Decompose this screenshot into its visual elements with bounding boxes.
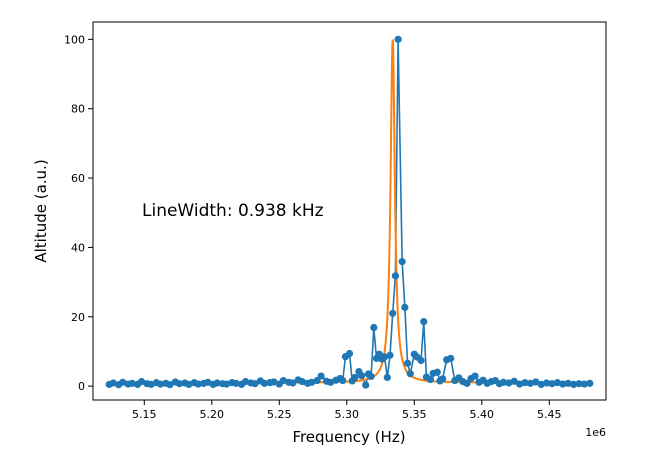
data-point — [128, 379, 136, 387]
data-point — [194, 380, 202, 388]
data-point — [351, 373, 359, 382]
data-point — [516, 380, 524, 388]
data-point — [370, 323, 378, 332]
data-point — [398, 258, 406, 266]
data-point — [394, 35, 402, 43]
data-point — [575, 380, 583, 388]
data-point — [406, 370, 414, 378]
data-point — [548, 380, 556, 388]
x-tick-label: 5.35 — [402, 408, 427, 421]
data-point — [241, 378, 250, 386]
y-tick-label: 0 — [78, 380, 85, 393]
data-point — [463, 379, 471, 387]
data-point — [420, 318, 428, 326]
data-point — [204, 378, 212, 386]
y-tick-label: 60 — [71, 172, 85, 185]
data-point — [510, 377, 518, 385]
x-tick-label: 5.30 — [335, 408, 360, 421]
data-point — [403, 359, 412, 367]
data-point — [426, 375, 435, 384]
data-point — [317, 372, 325, 380]
y-axis-label: Altitude (a.u.) — [32, 159, 50, 262]
y-tick-label: 100 — [64, 33, 85, 46]
data-point — [260, 379, 269, 387]
x-axis-label: Frequency (Hz) — [292, 428, 405, 446]
data-point — [213, 379, 221, 387]
data-point — [339, 376, 347, 385]
data-point — [327, 378, 335, 386]
x-tick-label: 5.25 — [267, 408, 292, 421]
data-point — [251, 380, 259, 388]
data-point — [537, 380, 545, 388]
data-point — [433, 368, 441, 376]
x-tick-label: 5.45 — [537, 408, 562, 421]
x-tick-label: 5.20 — [200, 408, 225, 421]
data-point — [401, 303, 409, 312]
data-point — [279, 376, 287, 385]
data-point — [345, 349, 354, 358]
data-point — [499, 378, 507, 386]
data-point — [147, 380, 155, 388]
data-point — [526, 379, 535, 387]
data-point — [298, 378, 306, 386]
x-tick-label: 5.15 — [132, 408, 157, 421]
data-point — [138, 378, 146, 386]
data-point — [389, 309, 397, 317]
x-axis: 5.15 5.20 5.25 5.30 5.35 5.40 5.45 — [132, 400, 562, 421]
data-point — [367, 372, 375, 381]
linewidth-annotation: LineWidth: 0.938 kHz — [142, 201, 324, 221]
data-point — [358, 372, 366, 380]
data-point — [381, 353, 389, 361]
data-point — [447, 354, 455, 362]
data-point — [439, 375, 447, 383]
data-point — [308, 378, 316, 386]
y-tick-label: 20 — [71, 311, 85, 324]
data-point — [564, 379, 572, 387]
data-point — [362, 381, 370, 389]
data-point — [570, 380, 578, 388]
data-point — [553, 379, 562, 387]
chart-marks — [105, 35, 594, 389]
data-point — [391, 272, 399, 280]
y-tick-label: 80 — [71, 103, 85, 116]
data-point — [119, 378, 127, 386]
data-point — [586, 379, 594, 387]
data-point — [232, 379, 240, 387]
data-point — [559, 380, 567, 388]
data-point — [175, 380, 183, 388]
data-point — [543, 379, 551, 387]
x-offset-label: 1e6 — [585, 426, 606, 439]
data-point — [471, 372, 479, 380]
data-point — [505, 379, 513, 387]
data-point — [109, 379, 117, 387]
plot-frame — [92, 21, 607, 401]
data-point — [532, 378, 540, 386]
y-axis: 0 20 40 60 80 100 — [64, 33, 93, 393]
data-point — [580, 380, 589, 388]
data-point — [521, 379, 529, 387]
data-point — [185, 380, 193, 388]
data-point — [386, 351, 394, 359]
data-point — [156, 380, 165, 388]
data-point — [166, 381, 174, 389]
data-point — [383, 373, 391, 382]
data-point — [270, 378, 278, 386]
data-point — [289, 379, 297, 387]
data-point — [223, 380, 231, 388]
y-tick-label: 40 — [71, 241, 85, 254]
x-tick-label: 5.40 — [470, 408, 495, 421]
data-point — [417, 356, 425, 365]
